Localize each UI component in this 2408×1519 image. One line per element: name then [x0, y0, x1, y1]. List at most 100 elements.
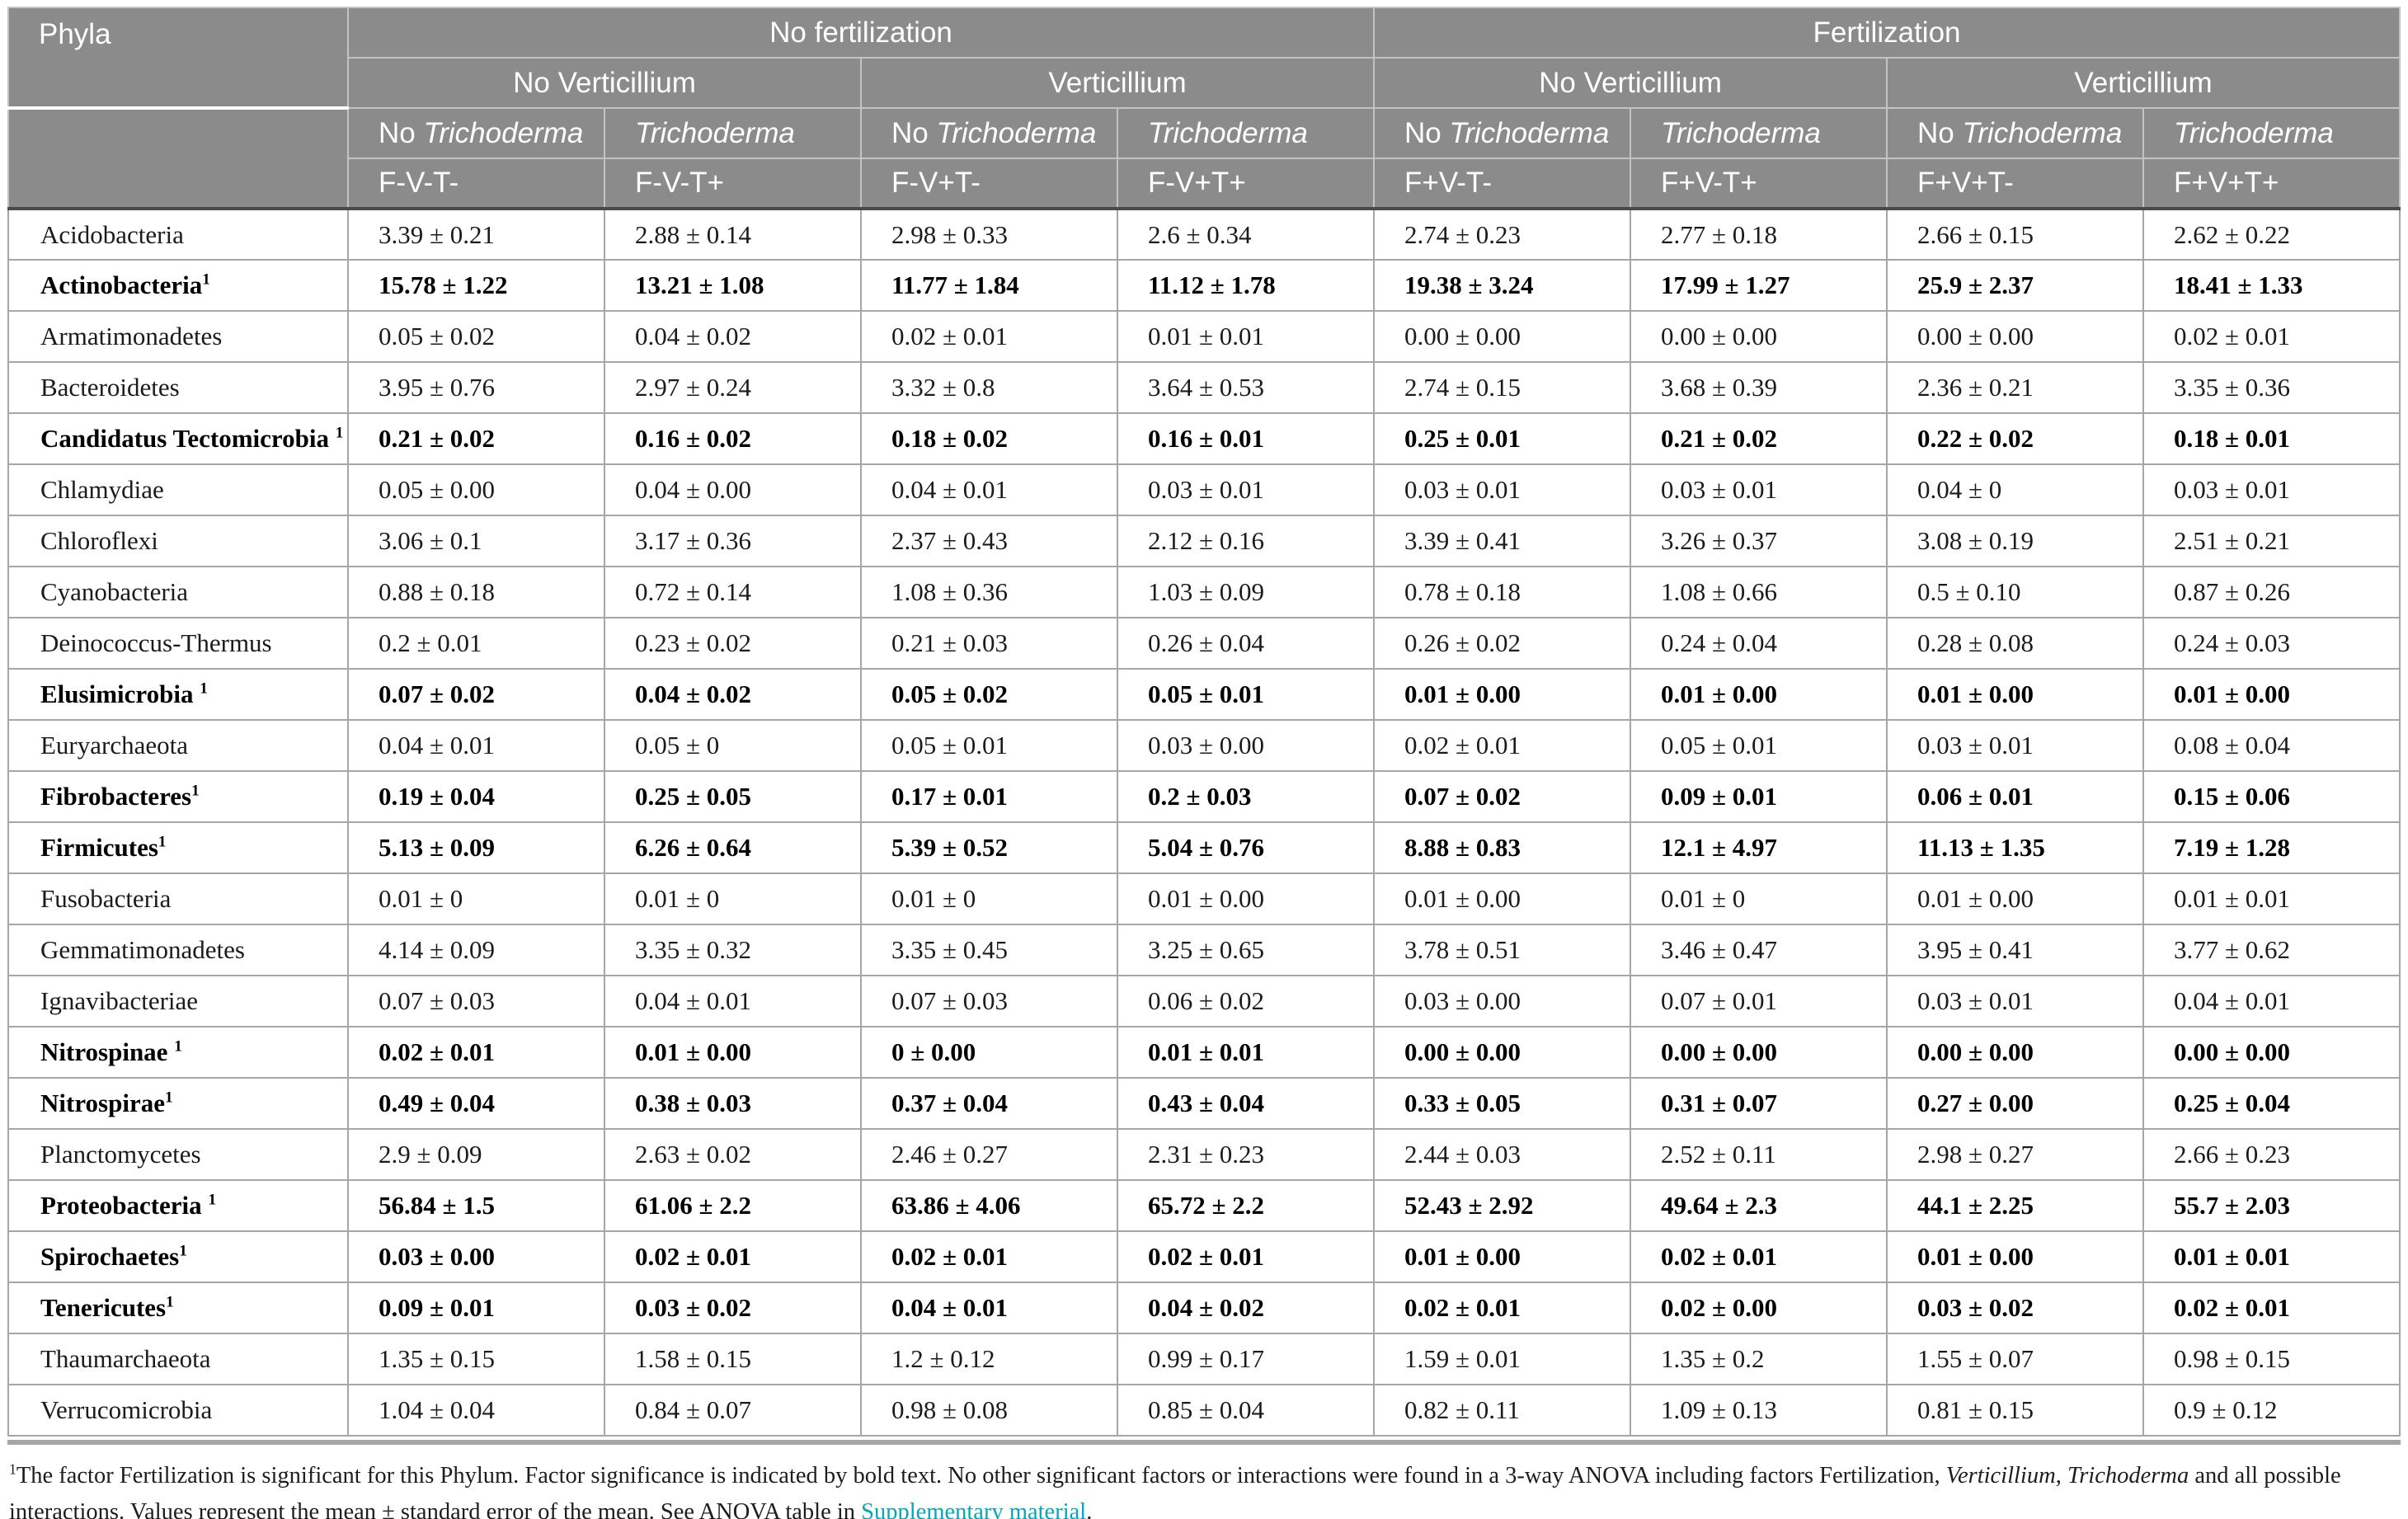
value-cell: 0.04 ± 0: [1886, 463, 2145, 516]
table-footnote: 1The factor Fertilization is significant…: [9, 1458, 2399, 1519]
value-cell: 0.33 ± 0.05: [1373, 1077, 1632, 1130]
table-bottom-rule: [7, 1440, 2401, 1445]
value-cell: 0.01 ± 0: [860, 872, 1118, 925]
header-trichoderma-4: No Trichoderma: [1373, 107, 1632, 159]
phylum-name-cell: Fibrobacteres1: [7, 770, 349, 823]
value-cell: 1.09 ± 0.13: [1630, 1384, 1888, 1437]
value-cell: 0.99 ± 0.17: [1116, 1333, 1376, 1385]
value-cell: 0.18 ± 0.02: [860, 412, 1118, 465]
table-row: Verrucomicrobia 1.04 ± 0.04 0.84 ± 0.07 …: [7, 1384, 2401, 1437]
trichoderma-prefix: No: [891, 116, 937, 149]
value-cell: 0.06 ± 0.01: [1886, 770, 2145, 823]
phylum-name-cell: Proteobacteria 1: [7, 1179, 349, 1232]
phylum-name-cell: Actinobacteria1: [7, 259, 349, 312]
value-cell: 0.02 ± 0.01: [2142, 1282, 2401, 1334]
footnote-italic-trichoderma: Trichoderma: [2067, 1463, 2189, 1488]
value-cell: 3.35 ± 0.45: [860, 924, 1118, 976]
value-cell: 0.98 ± 0.08: [860, 1384, 1118, 1437]
value-cell: 0.25 ± 0.04: [2142, 1077, 2401, 1130]
value-cell: 0.25 ± 0.05: [604, 770, 862, 823]
value-cell: 3.64 ± 0.53: [1116, 361, 1376, 414]
value-cell: 2.52 ± 0.11: [1630, 1128, 1888, 1181]
value-cell: 0.72 ± 0.14: [604, 566, 862, 618]
value-cell: 0.03 ± 0.01: [1373, 463, 1632, 516]
value-cell: 2.98 ± 0.33: [860, 208, 1118, 261]
table-row: Planctomycetes 2.9 ± 0.09 2.63 ± 0.02 2.…: [7, 1128, 2401, 1181]
phylum-name: Euryarchaeota: [40, 731, 188, 760]
value-cell: 2.62 ± 0.22: [2142, 208, 2401, 261]
corner-phyla-header: Phyla: [7, 7, 349, 110]
value-cell: 0.01 ± 0.00: [1886, 872, 2145, 925]
value-cell: 0.26 ± 0.04: [1116, 617, 1376, 670]
trichoderma-label: Trichoderma: [1449, 116, 1610, 149]
value-cell: 2.98 ± 0.27: [1886, 1128, 2145, 1181]
phylum-name: Armatimonadetes: [40, 322, 223, 350]
significance-marker: 1: [174, 1037, 182, 1056]
phylum-name: Acidobacteria: [40, 219, 184, 249]
phylum-name: Ignavibacteriae: [40, 986, 199, 1015]
value-cell: 7.19 ± 1.28: [2142, 821, 2401, 874]
table-row: Bacteroidetes 3.95 ± 0.76 2.97 ± 0.24 3.…: [7, 361, 2401, 414]
trichoderma-prefix: No: [1404, 116, 1450, 149]
value-cell: 0.15 ± 0.06: [2142, 770, 2401, 823]
footnote-superscript: 1: [9, 1460, 16, 1478]
value-cell: 0.27 ± 0.00: [1886, 1077, 2145, 1130]
table-row: Candidatus Tectomicrobia 1 0.21 ± 0.02 0…: [7, 412, 2401, 465]
value-cell: 0.05 ± 0.01: [860, 719, 1118, 772]
phylum-name: Cyanobacteria: [40, 577, 189, 606]
table-row: Elusimicrobia 1 0.07 ± 0.02 0.04 ± 0.02 …: [7, 668, 2401, 721]
value-cell: 3.77 ± 0.62: [2142, 924, 2401, 976]
significance-marker: 1: [200, 680, 208, 698]
table-row: Fusobacteria 0.01 ± 0 0.01 ± 0 0.01 ± 0 …: [7, 872, 2401, 925]
significance-marker: 1: [335, 424, 344, 442]
value-cell: 0.21 ± 0.02: [1630, 412, 1888, 465]
value-cell: 0.07 ± 0.03: [860, 975, 1118, 1028]
value-cell: 0.87 ± 0.26: [2142, 566, 2401, 618]
value-cell: 0.01 ± 0.00: [1373, 668, 1632, 721]
trichoderma-label: Trichoderma: [2174, 116, 2334, 149]
value-cell: 1.08 ± 0.66: [1630, 566, 1888, 618]
value-cell: 0.04 ± 0.00: [604, 463, 862, 516]
phylum-name: Nitrospinae: [40, 1037, 175, 1066]
value-cell: 0.82 ± 0.11: [1373, 1384, 1632, 1437]
table-row: Firmicutes1 5.13 ± 0.09 6.26 ± 0.64 5.39…: [7, 821, 2401, 874]
header-no-verticillium-2: No Verticillium: [1373, 57, 1888, 109]
phylum-name: Candidatus Tectomicrobia: [40, 424, 336, 453]
phylum-name-cell: Thaumarchaeota: [7, 1333, 349, 1385]
phylum-name-cell: Cyanobacteria: [7, 566, 349, 618]
value-cell: 0.02 ± 0.01: [1373, 1282, 1632, 1334]
footnote-text-4: .: [1086, 1499, 1093, 1519]
value-cell: 0.2 ± 0.01: [347, 617, 605, 670]
header-row-verticillium: No Verticillium Verticillium No Verticil…: [8, 57, 2401, 109]
value-cell: 2.46 ± 0.27: [860, 1128, 1118, 1181]
value-cell: 0.05 ± 0.00: [347, 463, 605, 516]
phylum-name: Tenericutes: [40, 1293, 167, 1322]
table-row: Chloroflexi 3.06 ± 0.1 3.17 ± 0.36 2.37 …: [7, 515, 2401, 567]
value-cell: 0.01 ± 0.00: [2142, 668, 2401, 721]
value-cell: 1.58 ± 0.15: [604, 1333, 862, 1385]
value-cell: 0.43 ± 0.04: [1116, 1077, 1376, 1130]
trichoderma-prefix: No: [1917, 116, 1963, 149]
footnote-text-1: The factor Fertilization is significant …: [16, 1463, 1946, 1488]
value-cell: 0.98 ± 0.15: [2142, 1333, 2401, 1385]
phylum-name-cell: Chlamydiae: [7, 463, 349, 516]
value-cell: 44.1 ± 2.25: [1886, 1179, 2145, 1232]
phylum-name: Gemmatimonadetes: [40, 935, 245, 964]
phylum-name: Chloroflexi: [40, 526, 158, 555]
value-cell: 0.21 ± 0.02: [347, 412, 605, 465]
value-cell: 2.12 ± 0.16: [1116, 515, 1376, 567]
value-cell: 0.07 ± 0.02: [347, 668, 605, 721]
value-cell: 49.64 ± 2.3: [1630, 1179, 1888, 1232]
value-cell: 0.05 ± 0.01: [1116, 668, 1376, 721]
value-cell: 5.13 ± 0.09: [347, 821, 605, 874]
value-cell: 2.74 ± 0.15: [1373, 361, 1632, 414]
phylum-name: Deinococcus-Thermus: [40, 628, 272, 657]
header-trichoderma-0: No Trichoderma: [347, 107, 605, 159]
value-cell: 0.09 ± 0.01: [347, 1282, 605, 1334]
value-cell: 1.2 ± 0.12: [860, 1333, 1118, 1385]
supplementary-material-link[interactable]: Supplementary material: [861, 1499, 1087, 1519]
value-cell: 0.18 ± 0.01: [2142, 412, 2401, 465]
value-cell: 0.05 ± 0.02: [347, 310, 605, 363]
value-cell: 0.03 ± 0.01: [2142, 463, 2401, 516]
value-cell: 0.01 ± 0.01: [2142, 872, 2401, 925]
